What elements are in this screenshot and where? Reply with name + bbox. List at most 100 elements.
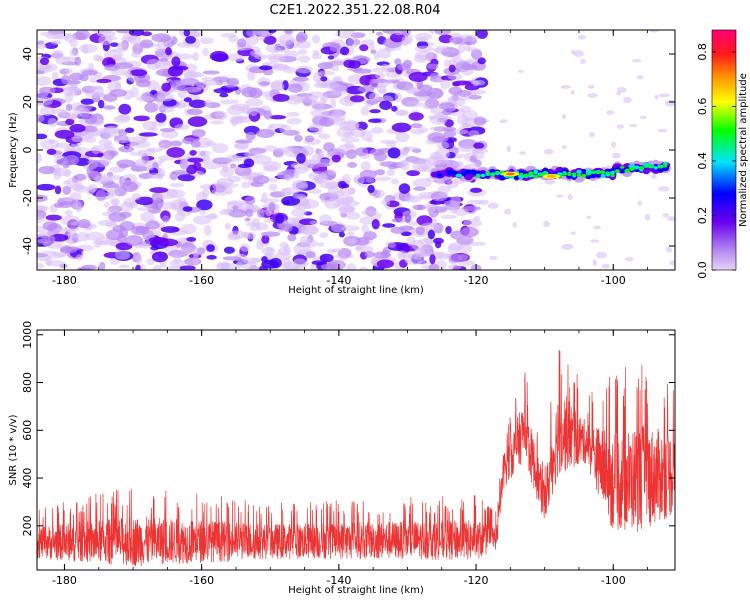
heatmap-faint-blob — [601, 263, 611, 269]
signal-band-cell — [527, 174, 535, 178]
heatmap-noise-blob — [192, 51, 199, 62]
heatmap-noise-blob — [258, 65, 273, 71]
heatmap-noise-blob — [369, 78, 379, 89]
heatmap-noise-blob — [139, 243, 152, 249]
signal-band-cell — [648, 164, 654, 168]
heatmap-noise-blob — [457, 43, 465, 54]
heatmap-noise-blob — [382, 223, 396, 228]
y-tick-label: 40 — [21, 47, 34, 61]
heatmap-noise-blob — [145, 220, 160, 230]
heatmap-faint-blob — [595, 251, 608, 259]
heatmap-noise-blob — [286, 117, 302, 125]
heatmap-noise-blob — [183, 86, 202, 93]
heatmap-noise-blob — [311, 53, 322, 60]
heatmap-noise-blob — [186, 108, 203, 116]
heatmap-noise-blob — [220, 32, 237, 38]
heatmap-noise-blob — [118, 114, 131, 121]
heatmap-faint-blob — [499, 119, 508, 124]
heatmap-noise-blob — [38, 86, 56, 94]
heatmap-noise-blob — [54, 129, 75, 139]
x-tick-label: -100 — [601, 274, 626, 287]
heatmap-noise-blob — [340, 46, 350, 56]
heatmap-noise-blob — [443, 200, 460, 210]
heatmap-faint-blob — [504, 208, 512, 215]
heatmap-noise-blob — [394, 109, 408, 117]
signal-band-cell — [538, 173, 543, 177]
heatmap-noise-blob — [359, 169, 377, 180]
heatmap-noise-blob — [332, 58, 344, 67]
heatmap-faint-blob — [616, 91, 621, 96]
heatmap-noise-blob — [428, 263, 440, 270]
heatmap-noise-blob — [476, 30, 488, 39]
y-tick-label: 0 — [21, 147, 34, 154]
heatmap-noise-blob — [261, 231, 281, 237]
heatmap-noise-blob — [242, 257, 261, 264]
heatmap-noise-blob — [304, 135, 315, 143]
heatmap-noise-blob — [114, 250, 131, 260]
heatmap-noise-blob — [369, 109, 381, 114]
heatmap-noise-blob — [270, 81, 285, 92]
heatmap-noise-blob — [408, 71, 428, 82]
heatmap-noise-blob — [64, 67, 73, 74]
heatmap-noise-blob — [312, 72, 324, 83]
signal-band-cell — [455, 173, 463, 178]
heatmap-noise-blob — [292, 76, 309, 82]
heatmap-noise-blob — [37, 205, 50, 211]
heatmap-noise-blob — [346, 37, 360, 48]
signal-peak-core — [547, 175, 557, 178]
heatmap-noise-blob — [458, 145, 476, 152]
heatmap-noise-blob — [98, 34, 113, 46]
x-tick-label: -180 — [52, 274, 77, 287]
signal-band-cell — [533, 168, 538, 175]
signal-band-cell — [628, 164, 636, 169]
heatmap-noise-blob — [146, 165, 154, 171]
heatmap-noise-blob — [204, 214, 219, 219]
colorbar-tick-label: 0.4 — [696, 152, 709, 170]
heatmap-noise-blob — [75, 201, 82, 213]
heatmap-noise-blob — [219, 93, 229, 98]
heatmap-noise-blob — [373, 151, 388, 162]
chart-title: C2E1.2022.351.22.08.R04 — [269, 3, 440, 18]
y-tick-label: 400 — [21, 468, 34, 489]
heatmap-noise-blob — [129, 69, 148, 77]
heatmap-noise-blob — [120, 201, 134, 212]
heatmap-noise-blob — [158, 57, 169, 63]
heatmap-noise-blob — [410, 123, 423, 129]
signal-band-cell — [533, 174, 538, 179]
heatmap-noise-blob — [237, 38, 247, 48]
y-tick-label: 1000 — [21, 321, 34, 349]
heatmap-noise-blob — [287, 233, 297, 242]
heatmap-noise-blob — [130, 165, 148, 172]
heatmap-noise-blob — [387, 147, 401, 159]
heatmap-noise-blob — [39, 57, 50, 66]
heatmap-noise-blob — [360, 161, 371, 171]
heatmap-noise-blob — [220, 263, 231, 270]
heatmap-noise-blob — [159, 143, 166, 150]
heatmap-noise-blob — [107, 174, 123, 181]
heatmap-noise-blob — [330, 221, 346, 233]
heatmap-faint-blob — [592, 259, 597, 267]
heatmap-noise-blob — [130, 140, 151, 149]
heatmap-noise-blob — [124, 71, 133, 78]
heatmap-noise-blob — [222, 256, 242, 261]
snr-y-ticks: 200 400 600 800 1000 — [21, 321, 675, 536]
heatmap-noise-blob — [155, 47, 162, 52]
heatmap-noise-blob — [335, 197, 352, 204]
heatmap-noise-blob — [139, 39, 154, 49]
heatmap-noise-blob — [387, 164, 398, 170]
signal-band-cell — [518, 173, 525, 179]
heatmap-noise-blob — [347, 162, 358, 168]
heatmap-x-ticks: -180 -160 -140 -120 -100 — [52, 30, 648, 287]
heatmap-faint-blob — [649, 30, 659, 33]
heatmap-noise-blob — [312, 102, 325, 111]
heatmap-noise-blob — [202, 47, 209, 57]
heatmap-noise-blob — [47, 117, 58, 127]
heatmap-noise-blob — [420, 222, 440, 231]
heatmap-x-axis-label: Height of straight line (km) — [288, 285, 424, 296]
heatmap-noise-blob — [81, 264, 98, 270]
heatmap-noise-blob — [69, 123, 86, 133]
heatmap-faint-blob — [561, 145, 567, 150]
heatmap-noise-blob — [299, 235, 311, 247]
heatmap-noise-blob — [250, 181, 264, 188]
heatmap-noise-blob — [177, 173, 195, 182]
